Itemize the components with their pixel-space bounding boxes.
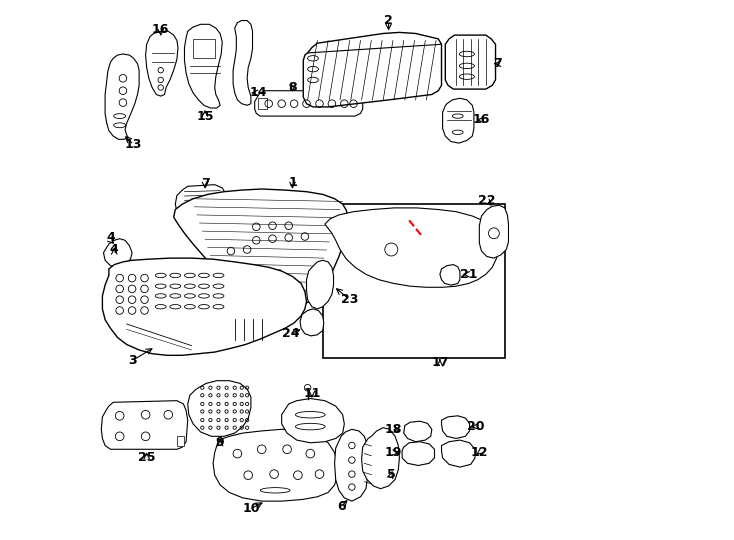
Text: 17: 17 xyxy=(431,356,448,369)
Polygon shape xyxy=(233,21,252,105)
Text: 16: 16 xyxy=(473,113,490,126)
Polygon shape xyxy=(300,309,324,336)
Polygon shape xyxy=(101,401,188,449)
Text: 24: 24 xyxy=(282,327,299,340)
Polygon shape xyxy=(307,260,333,309)
Text: 14: 14 xyxy=(249,86,266,99)
Text: 16: 16 xyxy=(152,23,170,36)
Text: 1: 1 xyxy=(288,176,297,189)
Polygon shape xyxy=(479,205,509,258)
Text: 10: 10 xyxy=(242,502,260,515)
Text: 3: 3 xyxy=(128,354,137,367)
Polygon shape xyxy=(443,98,474,143)
Polygon shape xyxy=(404,421,432,442)
Polygon shape xyxy=(175,185,225,217)
Polygon shape xyxy=(258,98,266,109)
Text: 23: 23 xyxy=(341,293,358,306)
Polygon shape xyxy=(184,24,222,108)
Text: 4: 4 xyxy=(110,243,119,256)
Polygon shape xyxy=(442,440,475,467)
Polygon shape xyxy=(335,429,368,501)
Text: 11: 11 xyxy=(303,387,321,400)
Polygon shape xyxy=(145,31,178,96)
Text: 5: 5 xyxy=(387,468,396,481)
Text: 13: 13 xyxy=(125,138,142,151)
Bar xyxy=(323,204,505,358)
Text: 19: 19 xyxy=(384,446,401,459)
Polygon shape xyxy=(177,436,184,446)
Polygon shape xyxy=(255,91,363,116)
Polygon shape xyxy=(103,239,132,267)
Text: 7: 7 xyxy=(493,57,502,70)
Polygon shape xyxy=(213,429,338,501)
Polygon shape xyxy=(174,189,348,307)
Text: 4: 4 xyxy=(106,231,115,244)
Polygon shape xyxy=(193,39,215,58)
Polygon shape xyxy=(188,381,251,436)
Text: 6: 6 xyxy=(337,500,346,513)
Text: 22: 22 xyxy=(478,194,495,207)
Polygon shape xyxy=(325,208,498,287)
Text: 9: 9 xyxy=(216,436,225,449)
Text: 21: 21 xyxy=(459,268,477,281)
Text: 2: 2 xyxy=(384,14,393,27)
Text: 25: 25 xyxy=(138,451,156,464)
Polygon shape xyxy=(282,399,344,443)
Text: 12: 12 xyxy=(470,446,488,459)
Polygon shape xyxy=(446,35,495,89)
Text: 18: 18 xyxy=(384,423,401,436)
Text: 20: 20 xyxy=(468,420,485,433)
Text: 8: 8 xyxy=(288,81,297,94)
Polygon shape xyxy=(105,54,139,139)
Polygon shape xyxy=(440,265,460,285)
Polygon shape xyxy=(442,416,470,438)
Polygon shape xyxy=(103,258,307,355)
Text: 7: 7 xyxy=(200,177,209,190)
Text: 15: 15 xyxy=(196,110,214,123)
Polygon shape xyxy=(303,32,442,107)
Polygon shape xyxy=(402,442,435,465)
Polygon shape xyxy=(362,428,399,489)
